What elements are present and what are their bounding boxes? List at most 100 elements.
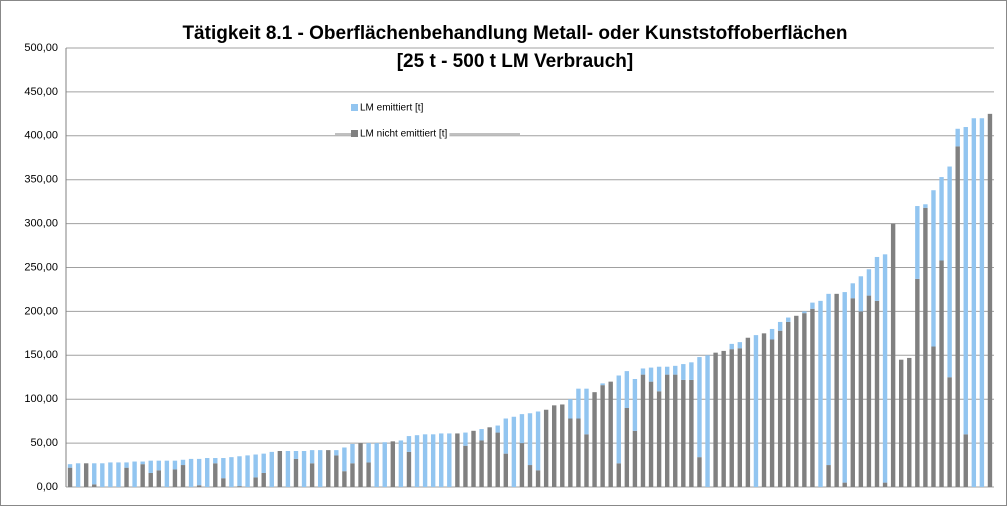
bar-segment <box>156 460 161 471</box>
legend-label: LM nicht emittiert [t] <box>360 129 447 140</box>
bar-segment <box>164 460 170 487</box>
bar-segment <box>737 342 743 349</box>
bar-segment <box>366 462 371 487</box>
legend-swatch <box>351 104 358 111</box>
bar-segment <box>979 118 985 488</box>
bar-segment <box>777 321 783 331</box>
bar-segment <box>430 434 436 487</box>
bar-segment <box>116 462 121 487</box>
bar-segment <box>100 463 105 487</box>
bar-segment <box>850 298 855 487</box>
bar-segment <box>810 302 815 309</box>
bar-segment <box>205 458 210 487</box>
bar-segment <box>673 374 678 487</box>
bar-segment <box>560 404 565 487</box>
bar-segment <box>519 414 525 444</box>
bar-segment <box>721 350 726 487</box>
bar-segment <box>309 463 315 487</box>
bar-segment <box>955 146 960 487</box>
bar-segment <box>180 459 186 466</box>
bar-segment <box>366 443 371 463</box>
bar-segment <box>987 113 993 487</box>
bar-segment <box>196 485 202 487</box>
bar-segment <box>761 333 767 487</box>
bar-segment <box>697 357 702 458</box>
bar-segment <box>656 391 662 487</box>
bar-segment <box>866 269 872 296</box>
bar-segment <box>963 434 968 487</box>
bar-segment <box>673 365 678 375</box>
bar-segment <box>503 453 508 487</box>
bar-segment <box>140 461 145 465</box>
bar-segment <box>124 467 129 487</box>
chart-title: Tätigkeit 8.1 - Oberflächenbehandlung Me… <box>182 23 847 44</box>
bar-segment <box>737 348 743 487</box>
bar-segment <box>810 308 815 487</box>
bar-segment <box>923 207 928 487</box>
bar-segment <box>237 456 242 487</box>
bar-segment <box>576 388 581 419</box>
bar-segment <box>600 383 605 386</box>
bar-segment <box>939 177 944 261</box>
bar-segment <box>931 346 936 487</box>
bar-segment <box>213 463 218 487</box>
bar-segment <box>769 339 775 487</box>
legend-bg <box>358 128 450 140</box>
bar-segment <box>753 335 759 487</box>
bar-segment <box>519 443 525 487</box>
bar-segment <box>568 399 573 419</box>
bar-segment <box>616 463 621 487</box>
y-tick-label: 250,00 <box>24 261 58 273</box>
bar-segment <box>172 469 178 487</box>
bar-segment <box>535 411 541 471</box>
bar-segment <box>955 128 960 147</box>
bar-segment <box>92 484 97 487</box>
bar-segment <box>568 418 573 487</box>
bar-segment <box>834 293 839 487</box>
bar-segment <box>592 392 597 487</box>
bar-segment <box>342 471 347 487</box>
bar-segment <box>858 311 864 487</box>
y-tick-label: 350,00 <box>24 174 58 186</box>
bar-segment <box>874 300 880 487</box>
bar-segment <box>786 317 791 322</box>
bar-segment <box>358 443 363 487</box>
bar-segment <box>108 462 113 487</box>
bar-segment <box>535 470 541 487</box>
bar-segment <box>963 127 968 435</box>
bar-segment <box>777 330 783 487</box>
bar-segment <box>495 425 500 433</box>
bar-segment <box>608 381 613 487</box>
bar-segment <box>140 464 145 487</box>
bar-segment <box>342 447 347 472</box>
bar-segment <box>124 462 129 468</box>
bar-segment <box>83 463 89 487</box>
bar-segment <box>899 359 904 487</box>
bar-segment <box>398 440 404 487</box>
bar-segment <box>907 357 912 487</box>
bar-segment <box>148 460 153 473</box>
bar-segment <box>882 254 888 483</box>
bar-segment <box>447 433 452 487</box>
bar-segment <box>915 206 920 279</box>
y-tick-label: 0,00 <box>37 481 58 493</box>
bar-segment <box>826 293 831 466</box>
bar-segment <box>802 313 807 487</box>
bar-segment <box>479 429 484 441</box>
bar-segment <box>350 443 355 464</box>
bar-segment <box>132 461 137 487</box>
bar-segment <box>664 374 670 487</box>
bar-segment <box>245 455 250 487</box>
bar-segment <box>648 367 654 382</box>
bar-segment <box>632 379 638 431</box>
bar-segment <box>664 366 670 375</box>
bar-segment <box>794 315 799 487</box>
bar-segment <box>277 451 283 487</box>
bar-segment <box>527 465 533 487</box>
bar-segment <box>681 364 686 380</box>
bar-segment <box>656 366 662 392</box>
bar-segment <box>947 377 952 487</box>
y-tick-label: 150,00 <box>24 349 58 361</box>
bar-segment <box>285 451 291 487</box>
y-tick-label: 50,00 <box>30 437 58 449</box>
